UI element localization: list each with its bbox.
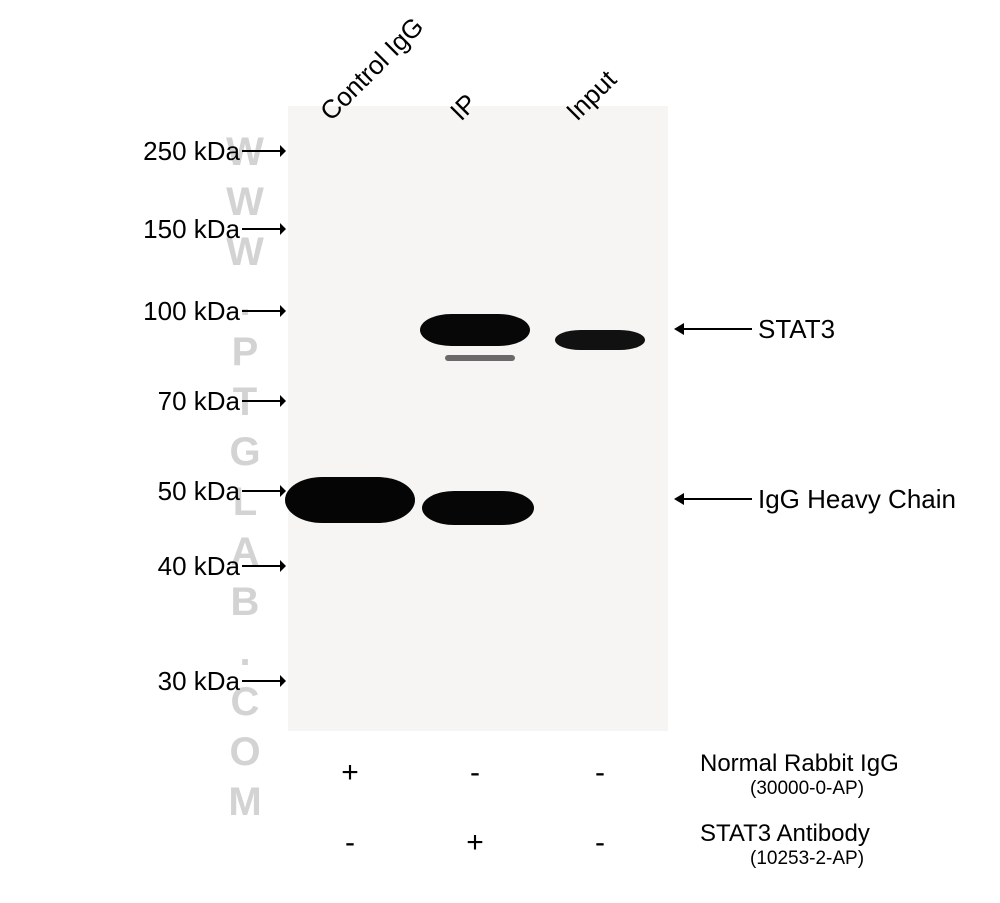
mw-arrow-70 [240,388,286,414]
pm-row1-input: - [580,756,620,790]
pm-row2-control: - [330,826,370,860]
mw-arrow-40 [240,553,286,579]
right-arrow-hc [674,486,752,512]
pm-row2-ip: + [455,826,495,860]
pm-row1-control: + [330,756,370,790]
blot-membrane [288,106,668,731]
pm-row1-ip: - [455,756,495,790]
mw-label-150: 150 kDa [120,214,240,245]
band-hc-ip [422,491,534,525]
mw-label-40: 40 kDa [120,551,240,582]
band-stat3-sub [445,355,515,361]
ab-sub-row1: (30000-0-AP) [750,778,864,800]
right-arrow-stat3 [674,316,752,342]
mw-arrow-100 [240,298,286,324]
band-hc-control [285,477,415,523]
band-stat3-input [555,330,645,350]
mw-label-50: 50 kDa [120,476,240,507]
mw-label-100: 100 kDa [120,296,240,327]
mw-label-250: 250 kDa [120,136,240,167]
pm-row2-input: - [580,826,620,860]
mw-arrow-150 [240,216,286,242]
ab-label-row1: Normal Rabbit IgG [700,750,899,778]
mw-label-70: 70 kDa [120,386,240,417]
mw-arrow-30 [240,668,286,694]
mw-label-30: 30 kDa [120,666,240,697]
ab-sub-row2: (10253-2-AP) [750,848,864,870]
band-stat3-ip [420,314,530,346]
mw-arrow-50 [240,478,286,504]
ab-label-row2: STAT3 Antibody [700,820,870,848]
mw-arrow-250 [240,138,286,164]
right-label-stat3: STAT3 [758,314,835,345]
figure-root: WWW.PTGLAB.COM Control IgG IP Input 250 … [0,0,1000,903]
right-label-hc: IgG Heavy Chain [758,484,956,515]
